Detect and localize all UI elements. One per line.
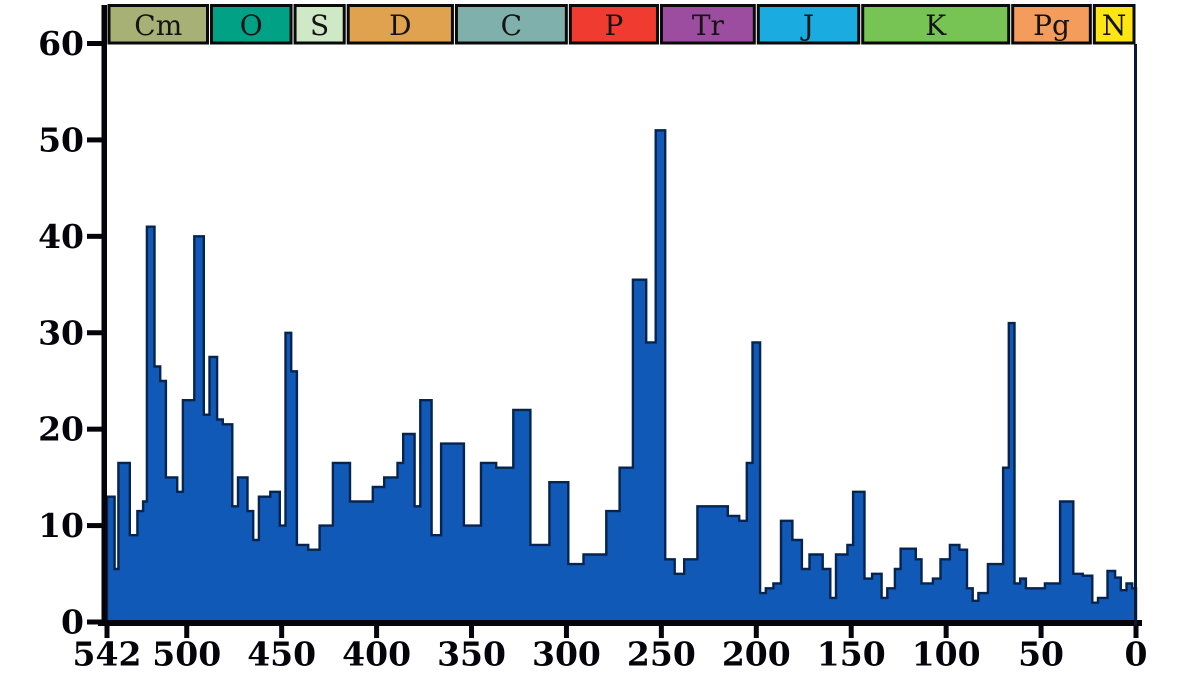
period-band-P <box>568 4 659 45</box>
y-tick-label-10: 10 <box>38 506 84 545</box>
x-tick-label-350: 350 <box>437 635 506 674</box>
y-tick-60 <box>87 41 102 46</box>
x-tick-200 <box>753 626 759 638</box>
x-tick-400 <box>374 626 380 638</box>
x-tick-label-542: 542 <box>73 635 142 674</box>
y-tick-label-20: 20 <box>38 410 84 449</box>
x-tick-label-250: 250 <box>627 635 696 674</box>
period-band-N <box>1092 4 1136 45</box>
period-band-Tr <box>659 4 756 45</box>
x-tick-label-100: 100 <box>912 635 981 674</box>
x-tick-0 <box>1133 626 1139 638</box>
period-label-O: O <box>240 9 263 42</box>
period-label-Cm: Cm <box>134 9 182 42</box>
x-tick-label-200: 200 <box>722 635 791 674</box>
y-tick-0 <box>87 619 102 625</box>
y-tick-label-50: 50 <box>38 120 84 159</box>
y-axis-line <box>101 5 107 626</box>
period-label-C: C <box>501 9 522 42</box>
y-tick-label-60: 60 <box>38 24 84 63</box>
x-tick-label-50: 50 <box>1018 635 1064 674</box>
x-tick-300 <box>563 626 569 638</box>
y-tick-label-0: 0 <box>61 603 84 642</box>
period-label-J: J <box>800 9 814 42</box>
period-label-S: S <box>310 9 329 42</box>
extinction-intensity-series-area <box>105 129 1138 624</box>
period-label-K: K <box>925 9 947 42</box>
x-tick-100 <box>943 626 949 638</box>
x-tick-label-500: 500 <box>152 635 221 674</box>
period-band-D <box>346 4 454 45</box>
x-tick-label-150: 150 <box>817 635 886 674</box>
y-tick-30 <box>87 330 102 336</box>
x-tick-label-400: 400 <box>342 635 411 674</box>
x-tick-250 <box>658 626 664 638</box>
period-band-Cm <box>107 4 210 45</box>
period-band-K <box>861 4 1011 45</box>
period-label-P: P <box>604 9 623 42</box>
plot-right-frame <box>1134 44 1137 626</box>
period-band-S <box>293 4 346 45</box>
period-label-Tr: Tr <box>692 9 725 42</box>
x-tick-label-0: 0 <box>1125 635 1148 674</box>
period-band-Pg <box>1011 4 1092 45</box>
x-tick-label-450: 450 <box>247 635 316 674</box>
x-tick-label-300: 300 <box>532 635 601 674</box>
x-tick-542 <box>104 626 110 638</box>
x-tick-350 <box>469 626 475 638</box>
period-label-Pg: Pg <box>1033 9 1070 42</box>
period-label-D: D <box>389 9 411 42</box>
y-tick-label-30: 30 <box>38 313 84 352</box>
y-tick-10 <box>87 523 102 529</box>
period-band-O <box>210 4 293 45</box>
y-tick-40 <box>87 233 102 239</box>
x-tick-50 <box>1038 626 1044 638</box>
period-band-J <box>756 4 861 45</box>
y-tick-50 <box>87 137 102 143</box>
x-tick-450 <box>279 626 285 638</box>
period-label-N: N <box>1102 9 1127 42</box>
x-axis-line <box>98 620 1142 626</box>
x-tick-500 <box>184 626 190 638</box>
period-band-C <box>454 4 568 45</box>
x-tick-150 <box>848 626 854 638</box>
y-tick-20 <box>87 426 102 432</box>
y-tick-label-40: 40 <box>38 217 84 256</box>
